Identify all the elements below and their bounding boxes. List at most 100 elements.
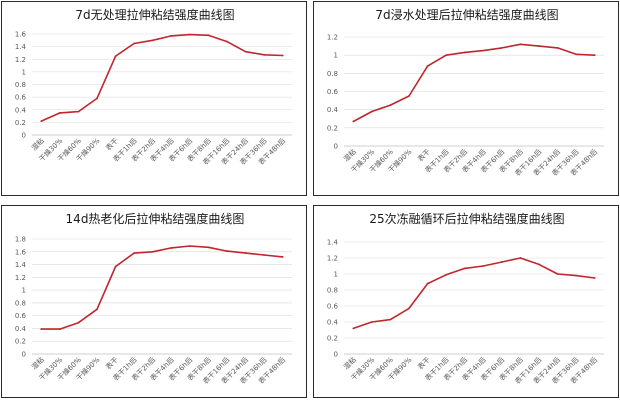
chart-panel-7d-water-immersion: 7d浸水处理后拉伸粘结强度曲线图 0 0.2 0.4 0.6 0.8 1 1.2 湿粘 干燥30%… [313,1,619,196]
x-tick-label: 表干 [416,355,432,371]
y-tick-label: 0 [22,351,26,359]
chart-title: 14d热老化后拉伸粘结强度曲线图 [66,211,245,226]
y-tick-label: 0.2 [327,124,338,132]
data-point [40,328,43,330]
chart-panel-14d-heat-aging: 14d热老化后拉伸粘结强度曲线图 0 0.2 0.4 0.6 0.8 1 1.2 1.4 1.6 1… [1,205,307,398]
data-point [58,112,61,114]
y-tick-label: 0.4 [327,319,339,327]
y-tick-label: 1 [22,287,26,295]
data-point [244,50,247,53]
data-point [445,273,448,276]
data-point [226,250,228,253]
data-point [426,65,429,67]
series-line [352,43,595,123]
data-point [207,34,210,37]
data-point [426,282,429,285]
y-tick-label: 1 [334,271,338,279]
data-point [188,33,191,36]
data-point [389,104,392,107]
x-tick-label: 湿粘 [341,355,357,371]
data-point [77,110,80,113]
data-point [244,252,247,254]
data-point [40,120,43,123]
data-point [263,254,266,256]
x-tick-label: 表干 [104,136,120,152]
data-point [408,307,410,310]
y-tick-label: 1 [334,52,338,60]
y-tick-label: 1.4 [15,43,27,51]
y-tick-label: 0.8 [327,70,338,78]
chart-panel-25-freeze-thaw-cycles: 25次冻融循环后拉伸粘结强度曲线图 0 0.2 0.4 0.6 0.8 1 1.2 1.4 湿粘干… [313,205,619,398]
data-point [519,43,522,46]
line-chart: 7d浸水处理后拉伸粘结强度曲线图00.20.40.60.811.2湿粘干燥30%… [327,7,604,178]
data-point [96,308,98,311]
y-tick-label: 1.4 [15,261,27,269]
data-point [207,246,210,249]
x-tick-label: 表干 [104,355,120,371]
y-tick-label: 1.8 [15,236,26,244]
y-tick-label: 1.2 [15,274,26,282]
data-point [226,40,228,43]
y-tick-label: 0 [334,143,338,151]
data-point [575,53,578,56]
data-point [538,45,540,47]
data-point [188,245,191,247]
data-point [463,267,466,270]
data-point [482,265,485,267]
y-tick-label: 1.2 [327,34,338,42]
y-tick-label: 0.8 [15,299,26,307]
y-tick-label: 1.6 [15,248,27,256]
y-tick-label: 0.2 [15,119,26,127]
data-point [593,54,596,57]
chart-title: 7d无处理拉伸粘结强度曲线图 [75,7,234,22]
data-point [593,277,596,279]
line-chart: 7d无处理拉伸粘结强度曲线图00.20.40.60.811.21.41.6湿粘干… [15,7,292,167]
data-point [281,255,284,258]
y-tick-label: 0.8 [327,287,338,295]
y-tick-label: 0.2 [15,338,26,346]
y-tick-label: 0.6 [327,88,339,96]
data-point [263,53,266,56]
data-point [556,273,559,275]
series-line [41,245,283,330]
data-point [96,97,98,100]
y-tick-label: 0.4 [15,106,27,114]
data-point [77,321,80,324]
data-point [114,265,117,268]
y-tick-label: 0.2 [327,335,338,343]
data-point [500,47,503,49]
y-tick-label: 0.4 [327,106,339,114]
y-tick-label: 0.6 [15,312,27,320]
y-tick-label: 1 [22,68,26,76]
data-point [389,318,392,321]
data-point [58,328,61,330]
y-tick-label: 1.6 [15,31,27,39]
y-tick-label: 1.2 [15,56,26,64]
x-tick-label: 湿粘 [29,355,45,371]
line-chart: 14d热老化后拉伸粘结强度曲线图 0 0.2 0.4 0.6 0.8 1 1.2 1.4 1.6 1… [15,211,292,386]
data-point [281,54,284,57]
data-point [170,247,173,249]
data-point [500,261,503,263]
chart-panel-7d-untreated: 7d无处理拉伸粘结强度曲线图 0 0.2 0.4 0.6 0.8 1 1.2 1.4 1.6 湿粘干… [1,1,307,196]
data-point [133,252,136,254]
data-point [151,250,154,253]
data-point [519,257,522,259]
x-tick-label: 湿粘 [341,147,357,163]
chart-title: 7d浸水处理后拉伸粘结强度曲线图 [375,7,558,22]
y-tick-label: 0.6 [15,94,27,102]
data-point [352,120,355,123]
data-point [538,263,540,266]
data-point [352,327,355,330]
chart-title: 25次冻融循环后拉伸粘结强度曲线图 [369,211,564,226]
data-point [408,95,410,97]
y-tick-label: 0 [22,132,26,140]
data-point [170,34,173,37]
data-point [556,47,559,49]
data-point [463,51,466,54]
x-tick-label: 湿粘 [29,136,45,152]
data-point [114,55,117,57]
data-point [482,49,485,52]
data-point [370,321,373,323]
x-tick-label: 表干 [416,147,432,163]
